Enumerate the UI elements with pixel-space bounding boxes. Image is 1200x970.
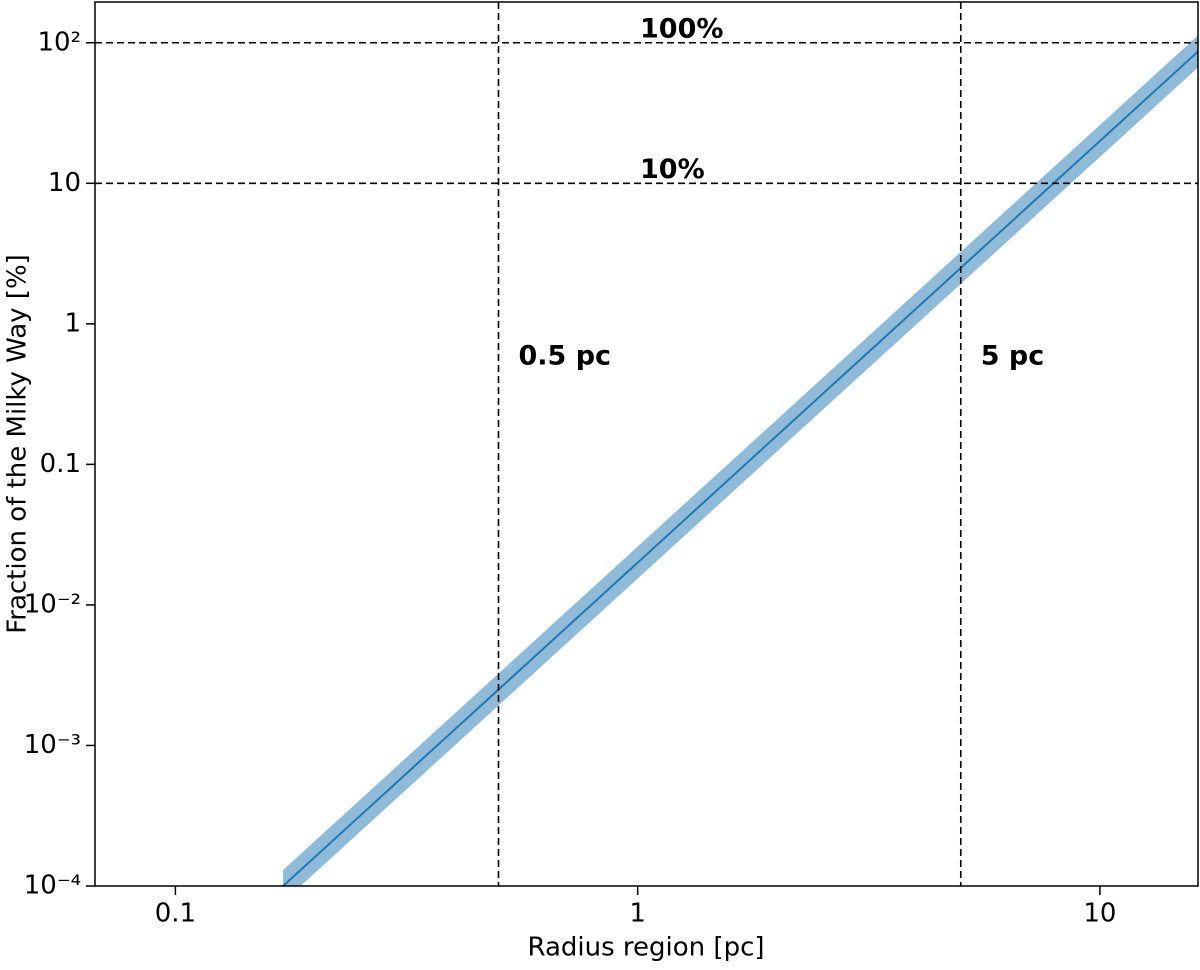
y-tick-label: 10⁻³ [24,730,81,760]
y-axis-label: Fraction of the Milky Way [%] [3,254,33,634]
x-tick-label: 1 [629,899,646,929]
x-tick-label: 10 [1083,899,1116,929]
reference-label: 0.5 pc [519,341,612,372]
y-tick-label: 1 [64,308,81,338]
y-tick-label: 10⁻⁴ [24,871,81,901]
data-line [282,50,1198,886]
reference-label: 5 pc [981,341,1045,372]
reference-label: 10% [640,154,705,185]
y-tick-label: 10 [48,168,81,198]
plot-area [95,2,1198,886]
y-tick-label: 10² [37,27,81,57]
y-tick-label: 10⁻² [24,589,81,619]
plot-frame [94,1,1199,887]
uncertainty-band [283,35,1198,886]
x-tick-label: 0.1 [155,899,196,929]
y-tick-label: 0.1 [40,449,81,479]
reference-label: 100% [640,13,723,44]
x-axis-label: Radius region [pc] [527,933,764,963]
